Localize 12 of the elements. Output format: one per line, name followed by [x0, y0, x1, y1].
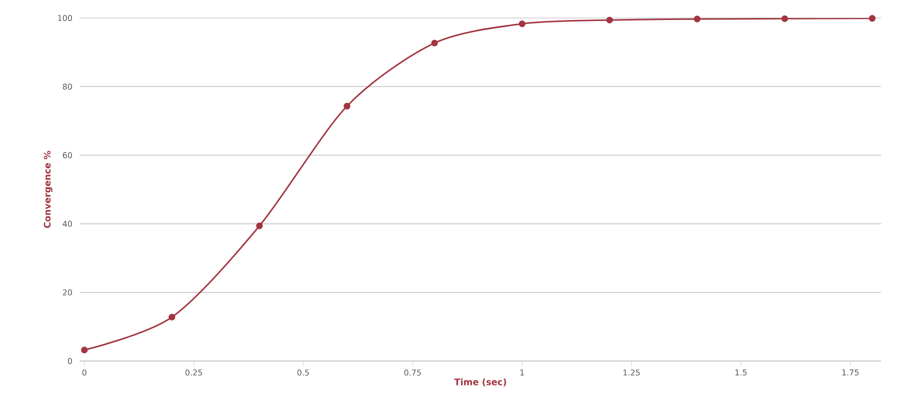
point [81, 346, 88, 354]
y-axis-title: Convergence % [44, 150, 52, 228]
point [868, 15, 876, 22]
point [168, 314, 176, 320]
point [518, 20, 526, 28]
point [694, 16, 701, 22]
x-axis-title: Time (sec) [454, 378, 506, 386]
point [781, 15, 788, 22]
point [431, 40, 438, 46]
point [606, 16, 613, 24]
point [344, 102, 350, 110]
point [256, 222, 263, 230]
